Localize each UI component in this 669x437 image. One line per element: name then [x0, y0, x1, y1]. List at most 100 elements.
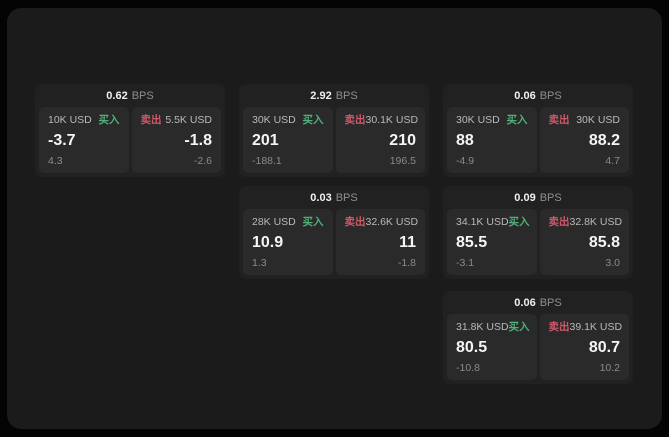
buy-delta: 4.3 [48, 155, 63, 167]
bps-suffix-label: BPS [539, 191, 562, 204]
buy-amount: 30K USD [252, 114, 296, 126]
quote-body: 28K USD 买入 10.9 1.3 卖出 32.6K USD 11 -1.8 [239, 209, 429, 279]
buy-label: 买入 [98, 114, 120, 126]
quote-body: 10K USD 买入 -3.7 4.3 卖出 5.5K USD -1.8 -2.… [35, 107, 225, 177]
sell-tile[interactable]: 卖出 39.1K USD 80.7 10.2 [539, 314, 629, 380]
buy-amount: 28K USD [252, 216, 296, 228]
buy-tile-header: 30K USD 买入 [252, 114, 324, 126]
buy-tile-header: 31.8K USD 买入 [456, 321, 530, 333]
buy-delta: -10.8 [456, 362, 480, 374]
quote-card: 0.06 BPS 30K USD 买入 88 -4.9 卖出 30K USD 8… [443, 84, 633, 177]
buy-tile[interactable]: 30K USD 买入 201 -188.1 [243, 107, 333, 173]
buy-delta: -4.9 [456, 155, 475, 167]
bps-suffix-label: BPS [539, 89, 562, 102]
buy-tile-header: 10K USD 买入 [48, 114, 120, 126]
buy-price: 80.5 [456, 338, 488, 356]
sell-amount: 30.1K USD [365, 114, 419, 126]
bps-suffix-label: BPS [131, 89, 154, 102]
buy-price: 88 [456, 131, 474, 149]
sell-price: 80.7 [588, 338, 620, 356]
buy-label: 买入 [508, 216, 530, 228]
sell-amount: 32.8K USD [569, 216, 623, 228]
sell-price: -1.8 [184, 131, 212, 149]
bps-header: 0.03 BPS [239, 186, 429, 209]
sell-label: 卖出 [344, 114, 366, 126]
sell-price: 11 [399, 233, 416, 251]
buy-label: 买入 [508, 321, 530, 333]
buy-delta: -3.1 [456, 257, 475, 269]
buy-tile[interactable]: 28K USD 买入 10.9 1.3 [243, 209, 333, 275]
sell-price: 210 [389, 131, 416, 149]
quote-card: 2.92 BPS 30K USD 买入 201 -188.1 卖出 30.1K … [239, 84, 429, 177]
sell-tile-header: 卖出 32.8K USD [548, 216, 623, 228]
sell-tile-header: 卖出 5.5K USD [141, 114, 213, 126]
sell-delta: 4.7 [605, 155, 620, 167]
quote-body: 31.8K USD 买入 80.5 -10.8 卖出 39.1K USD 80.… [443, 314, 633, 384]
buy-tile[interactable]: 10K USD 买入 -3.7 4.3 [39, 107, 129, 173]
quote-card: 0.62 BPS 10K USD 买入 -3.7 4.3 卖出 5.5K USD… [35, 84, 225, 177]
sell-delta: 10.2 [599, 362, 620, 374]
sell-delta: 3.0 [605, 257, 620, 269]
buy-amount: 10K USD [48, 114, 92, 126]
bps-header: 2.92 BPS [239, 84, 429, 107]
sell-tile-header: 卖出 30.1K USD [344, 114, 419, 126]
buy-tile-header: 30K USD 买入 [456, 114, 528, 126]
quote-body: 30K USD 买入 201 -188.1 卖出 30.1K USD 210 1… [239, 107, 429, 177]
buy-label: 买入 [302, 114, 324, 126]
sell-tile-header: 卖出 32.6K USD [344, 216, 419, 228]
quotes-panel: 0.62 BPS 10K USD 买入 -3.7 4.3 卖出 5.5K USD… [7, 8, 662, 429]
bps-value: 0.03 [310, 191, 332, 204]
buy-amount: 34.1K USD [456, 216, 509, 228]
sell-tile[interactable]: 卖出 32.8K USD 85.8 3.0 [539, 209, 629, 275]
quote-card: 0.09 BPS 34.1K USD 买入 85.5 -3.1 卖出 32.8K… [443, 186, 633, 279]
buy-tile[interactable]: 34.1K USD 买入 85.5 -3.1 [447, 209, 537, 275]
buy-price: 201 [252, 131, 279, 149]
quote-card: 0.06 BPS 31.8K USD 买入 80.5 -10.8 卖出 39.1… [443, 291, 633, 384]
buy-label: 买入 [302, 216, 324, 228]
bps-header: 0.06 BPS [443, 291, 633, 314]
sell-amount: 39.1K USD [569, 321, 623, 333]
sell-tile[interactable]: 卖出 30.1K USD 210 196.5 [335, 107, 425, 173]
sell-label: 卖出 [344, 216, 366, 228]
buy-delta: 1.3 [252, 257, 267, 269]
sell-delta: -1.8 [397, 257, 416, 269]
sell-amount: 32.6K USD [365, 216, 419, 228]
quote-body: 34.1K USD 买入 85.5 -3.1 卖出 32.8K USD 85.8… [443, 209, 633, 279]
sell-label: 卖出 [548, 216, 570, 228]
sell-tile[interactable]: 卖出 30K USD 88.2 4.7 [539, 107, 629, 173]
bps-value: 2.92 [310, 89, 332, 102]
bps-header: 0.62 BPS [35, 84, 225, 107]
buy-amount: 30K USD [456, 114, 500, 126]
sell-amount: 30K USD [576, 114, 620, 126]
sell-label: 卖出 [548, 114, 570, 126]
buy-price: 10.9 [252, 233, 284, 251]
bps-value: 0.06 [514, 296, 536, 309]
bps-header: 0.06 BPS [443, 84, 633, 107]
bps-suffix-label: BPS [335, 89, 358, 102]
buy-tile[interactable]: 30K USD 买入 88 -4.9 [447, 107, 537, 173]
sell-price: 85.8 [588, 233, 620, 251]
buy-price: -3.7 [48, 131, 76, 149]
sell-amount: 5.5K USD [165, 114, 212, 126]
sell-delta: 196.5 [389, 155, 416, 167]
sell-tile-header: 卖出 30K USD [549, 114, 621, 126]
bps-value: 0.06 [514, 89, 536, 102]
buy-tile-header: 34.1K USD 买入 [456, 216, 530, 228]
quote-body: 30K USD 买入 88 -4.9 卖出 30K USD 88.2 4.7 [443, 107, 633, 177]
sell-tile[interactable]: 卖出 32.6K USD 11 -1.8 [335, 209, 425, 275]
bps-value: 0.09 [514, 191, 536, 204]
sell-delta: -2.6 [193, 155, 212, 167]
bps-header: 0.09 BPS [443, 186, 633, 209]
quote-card: 0.03 BPS 28K USD 买入 10.9 1.3 卖出 32.6K US… [239, 186, 429, 279]
buy-price: 85.5 [456, 233, 488, 251]
buy-tile[interactable]: 31.8K USD 买入 80.5 -10.8 [447, 314, 537, 380]
buy-delta: -188.1 [252, 155, 282, 167]
sell-label: 卖出 [548, 321, 570, 333]
sell-tile[interactable]: 卖出 5.5K USD -1.8 -2.6 [131, 107, 221, 173]
buy-amount: 31.8K USD [456, 321, 509, 333]
sell-price: 88.2 [588, 131, 620, 149]
buy-tile-header: 28K USD 买入 [252, 216, 324, 228]
bps-value: 0.62 [106, 89, 128, 102]
buy-label: 买入 [506, 114, 528, 126]
sell-tile-header: 卖出 39.1K USD [548, 321, 623, 333]
